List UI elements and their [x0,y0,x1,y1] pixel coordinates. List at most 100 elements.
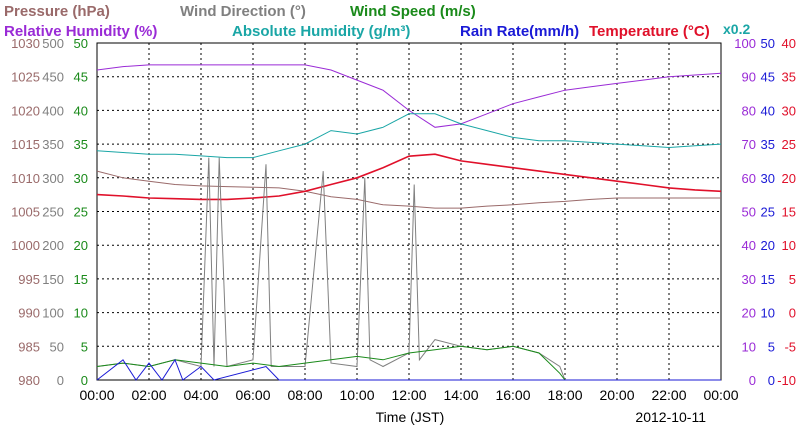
series-pressure [96,170,721,209]
tick-label-rain-rate: 25 [761,205,775,220]
legend-item: Wind Direction (°) [180,3,306,20]
legend-item: Wind Speed (m/s) [350,3,476,20]
x-tick-label: 16:00 [495,387,530,403]
tick-label-rain-rate: 5 [768,339,775,354]
tick-label-pressure: 1020 [11,103,40,118]
tick-label-humidity: 60 [742,171,756,186]
x-tick-label: 14:00 [443,387,478,403]
tick-label-wind-speed: 25 [74,205,88,220]
x-tick-label: 20:00 [599,387,634,403]
chart-header: Pressure (hPa) Wind Direction (°) Wind Spe… [4,3,750,40]
tick-label-temperature: 5 [789,272,796,287]
x-tick-label: 18:00 [547,387,582,403]
tick-label-pressure: 1030 [11,36,40,51]
tick-label-wind-direction: 500 [42,36,64,51]
legend-item: Temperature (°C) [589,23,710,40]
tick-label-pressure: 990 [18,306,40,321]
tick-label-humidity: 90 [742,70,756,85]
tick-label-temperature: 10 [782,238,796,253]
x-tick-label: 00:00 [703,387,738,403]
tick-label-wind-speed: 20 [74,238,88,253]
tick-label-temperature: -10 [777,373,796,388]
tick-label-temperature: 15 [782,205,796,220]
tick-label-temperature: 35 [782,70,796,85]
tick-label-wind-direction: 250 [42,205,64,220]
tick-label-humidity: 20 [742,306,756,321]
tick-label-pressure: 1010 [11,171,40,186]
tick-label-rain-rate: 20 [761,238,775,253]
tick-label-pressure: 985 [18,339,40,354]
legend-item: Absolute Humidity (g/m³) [232,23,410,40]
tick-label-humidity: 70 [742,137,756,152]
tick-label-rain-rate: 10 [761,306,775,321]
tick-label-pressure: 1025 [11,70,40,85]
legend-item: Rain Rate(mm/h) [460,23,579,40]
tick-label-wind-direction: 50 [50,339,64,354]
tick-label-humidity: 0 [749,373,756,388]
tick-label-humidity: 80 [742,103,756,118]
series-relative-humidity [96,64,722,128]
tick-label-pressure: 1000 [11,238,40,253]
tick-label-wind-direction: 100 [42,306,64,321]
series-temperature [96,153,722,201]
tick-label-temperature: 0 [789,306,796,321]
x-axis-label: Time (JST) [376,409,445,425]
tick-label-humidity: 30 [742,272,756,287]
legend-item: Relative Humidity (%) [4,23,157,40]
tick-label-wind-speed: 15 [74,272,88,287]
tick-label-wind-speed: 40 [74,103,88,118]
x-tick-label: 12:00 [391,387,426,403]
tick-label-wind-speed: 10 [74,306,88,321]
tick-label-wind-direction: 350 [42,137,64,152]
x-tick-label: 00:00 [79,387,114,403]
tick-label-rain-rate: 30 [761,171,775,186]
series-absolute-humidity [96,113,722,159]
x-tick-label: 22:00 [651,387,686,403]
tick-label-humidity: 40 [742,238,756,253]
tick-label-humidity: 50 [742,205,756,220]
tick-label-temperature: 25 [782,137,796,152]
tick-label-humidity: 10 [742,339,756,354]
x-tick-label: 06:00 [235,387,270,403]
series-wind-speed [96,345,721,381]
tick-label-temperature: 40 [782,36,796,51]
x-tick-label: 08:00 [287,387,322,403]
tick-label-pressure: 1015 [11,137,40,152]
tick-label-wind-speed: 5 [81,339,88,354]
legend-item: Pressure (hPa) [4,3,110,20]
tick-label-pressure: 995 [18,272,40,287]
tick-label-pressure: 980 [18,373,40,388]
tick-label-rain-rate: 50 [761,36,775,51]
chart-grid [96,42,722,381]
tick-label-wind-direction: 150 [42,272,64,287]
x-tick-label: 10:00 [339,387,374,403]
tick-label-rain-rate: 40 [761,103,775,118]
tick-label-temperature: 20 [782,171,796,186]
tick-label-wind-speed: 0 [81,373,88,388]
series-rain-rate [96,358,721,381]
tick-label-wind-direction: 300 [42,171,64,186]
tick-label-wind-speed: 50 [74,36,88,51]
tick-label-wind-speed: 45 [74,70,88,85]
multiplier-label: x0.2 [723,21,750,37]
tick-label-wind-speed: 35 [74,137,88,152]
tick-label-temperature: -5 [784,339,796,354]
chart-series [96,64,722,381]
tick-label-humidity: 100 [734,36,756,51]
tick-label-rain-rate: 0 [768,373,775,388]
chart-date: 2012-10-11 [635,409,706,425]
tick-label-rain-rate: 15 [761,272,775,287]
tick-label-wind-direction: 400 [42,103,64,118]
x-tick-label: 04:00 [183,387,218,403]
tick-label-rain-rate: 45 [761,70,775,85]
tick-label-wind-direction: 0 [57,373,64,388]
tick-label-wind-direction: 200 [42,238,64,253]
tick-label-temperature: 30 [782,103,796,118]
tick-label-rain-rate: 35 [761,137,775,152]
tick-label-wind-speed: 30 [74,171,88,186]
tick-label-pressure: 1005 [11,205,40,220]
x-tick-label: 02:00 [131,387,166,403]
chart-axes: 9809859909951000100510101015102010251030… [11,36,796,403]
tick-label-wind-direction: 450 [42,70,64,85]
